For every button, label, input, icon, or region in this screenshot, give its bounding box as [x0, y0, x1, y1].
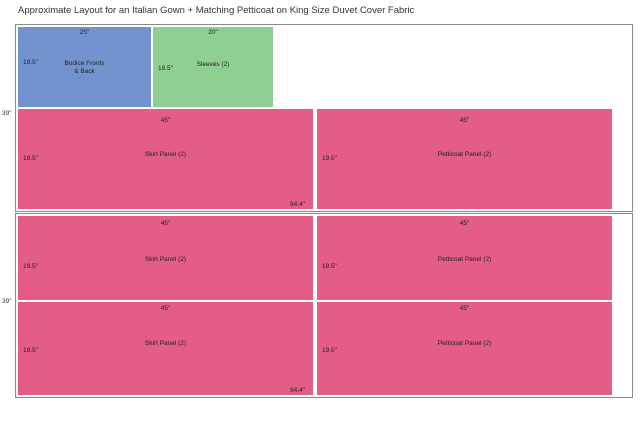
skirt-panel-top-label: Skirt Panel (2): [144, 256, 187, 263]
skirt-panel-bottom-length: 94.4": [290, 387, 305, 394]
petticoat-panel-bottom-height: 19.5": [322, 347, 337, 354]
skirt-panel-top-width: 45": [160, 220, 171, 227]
bodice-width: 25": [79, 29, 90, 36]
skirt-panel-length: 94.4": [290, 201, 305, 208]
bodice-label-line1: Bodice Fronts: [64, 60, 105, 67]
petticoat-panel-top-width: 45": [459, 220, 470, 227]
skirt-panel-bottom-width: 45": [160, 305, 171, 312]
petticoat-panel-piece: 45" 19.5" Petticoat Panel (2): [317, 109, 612, 209]
petticoat-panel-top-label: Petticoat Panel (2): [437, 256, 492, 263]
petticoat-panel-bottom-label: Petticoat Panel (2): [437, 340, 492, 347]
skirt-panel-label: Skirt Panel (2): [144, 151, 187, 158]
fabric-sheet-2: 45" 19.5" Skirt Panel (2) 45" 19.5" Pett…: [15, 213, 633, 398]
diagram-title: Approximate Layout for an Italian Gown +…: [18, 5, 415, 16]
petticoat-panel-width: 45": [459, 117, 470, 124]
petticoat-panel-top-height: 19.5": [322, 263, 337, 270]
petticoat-panel-top-piece: 45" 19.5" Petticoat Panel (2): [317, 216, 612, 300]
skirt-panel-bottom-height: 19.5": [23, 347, 38, 354]
sleeves-height: 19.5": [158, 65, 173, 72]
skirt-panel-width: 45": [160, 117, 171, 124]
sleeves-piece: 20" 19.5" Sleeves (2): [153, 27, 273, 107]
bodice-height: 19.5": [23, 59, 38, 66]
fabric-sheet-1: 25" 19.5" Bodice Fronts & Back 20" 19.5"…: [15, 24, 633, 212]
petticoat-panel-bottom-width: 45": [459, 305, 470, 312]
sleeves-label: Sleeves (2): [196, 61, 230, 68]
sheet-2-height-label: 39": [2, 298, 12, 305]
skirt-panel-bottom-label: Skirt Panel (2): [144, 340, 187, 347]
sheet-1-height-label: 39": [2, 110, 12, 117]
skirt-panel-bottom-piece: 45" 19.5" Skirt Panel (2) 94.4": [18, 302, 313, 395]
skirt-panel-height: 19.5": [23, 155, 38, 162]
skirt-panel-top-height: 19.5": [23, 263, 38, 270]
bodice-label-line2: & Back: [74, 68, 95, 75]
skirt-panel-piece: 45" 19.5" Skirt Panel (2) 94.4": [18, 109, 313, 209]
skirt-panel-top-piece: 45" 19.5" Skirt Panel (2): [18, 216, 313, 300]
bodice-piece: 25" 19.5" Bodice Fronts & Back: [18, 27, 151, 107]
petticoat-panel-bottom-piece: 45" 19.5" Petticoat Panel (2): [317, 302, 612, 395]
petticoat-panel-height: 19.5": [322, 155, 337, 162]
sleeves-width: 20": [208, 29, 218, 36]
petticoat-panel-label: Petticoat Panel (2): [437, 151, 492, 158]
